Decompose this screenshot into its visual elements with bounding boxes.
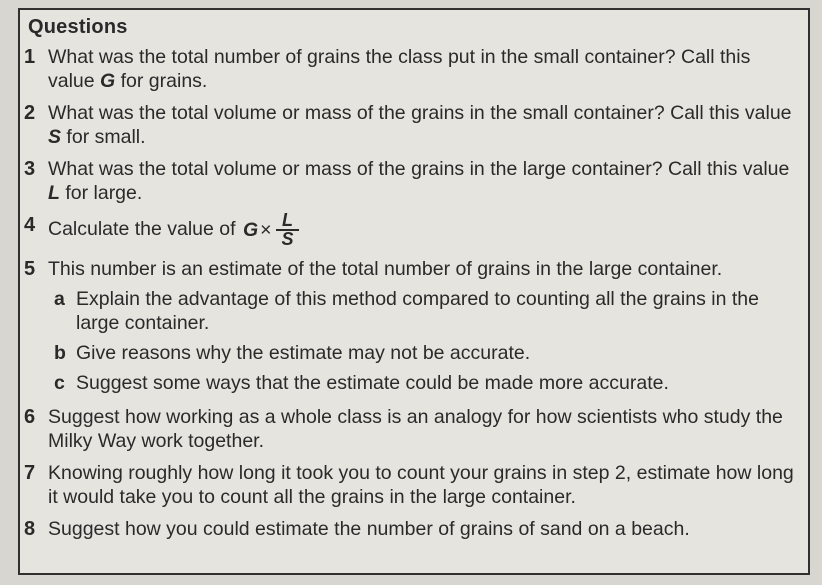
formula-g: G — [243, 218, 258, 242]
fraction-denominator: S — [276, 231, 300, 247]
question-number-1: 1 — [24, 45, 48, 69]
q1-tail: for grains. — [115, 70, 207, 92]
q3-text: What was the total volume or mass of the… — [48, 158, 789, 180]
question-5c: c Suggest some ways that the estimate co… — [48, 371, 794, 395]
question-text-7: Knowing roughly how long it took you to … — [48, 461, 794, 509]
question-8: 8 Suggest how you could estimate the num… — [26, 517, 794, 541]
question-text-1: What was the total number of grains the … — [48, 45, 794, 93]
question-text-4: Calculate the value of G × L S — [48, 213, 794, 247]
question-2: 2 What was the total volume or mass of t… — [26, 101, 794, 149]
fraction-ls: L S — [276, 213, 300, 247]
question-text-3: What was the total volume or mass of the… — [48, 157, 794, 205]
subpart-text-b: Give reasons why the estimate may not be… — [76, 341, 794, 365]
heading-questions: Questions — [28, 16, 794, 39]
subpart-text-a: Explain the advantage of this method com… — [76, 287, 794, 335]
question-4: 4 Calculate the value of G × L S — [26, 213, 794, 247]
question-text-6: Suggest how working as a whole class is … — [48, 405, 794, 453]
question-text-2: What was the total volume or mass of the… — [48, 101, 794, 149]
question-7: 7 Knowing roughly how long it took you t… — [26, 461, 794, 509]
formula-gls: G × L S — [243, 213, 300, 247]
questions-box: Questions 1 What was the total number of… — [18, 8, 810, 575]
subpart-label-b: b — [48, 341, 76, 365]
question-5b: b Give reasons why the estimate may not … — [48, 341, 794, 365]
subpart-label-c: c — [48, 371, 76, 395]
question-5a: a Explain the advantage of this method c… — [48, 287, 794, 335]
var-g: G — [100, 70, 115, 92]
question-number-7: 7 — [24, 461, 48, 485]
q3-tail: for large. — [60, 182, 142, 204]
question-text-8: Suggest how you could estimate the numbe… — [48, 517, 794, 541]
var-l: L — [48, 182, 60, 204]
question-6: 6 Suggest how working as a whole class i… — [26, 405, 794, 453]
formula-times: × — [260, 218, 271, 242]
subpart-text-c: Suggest some ways that the estimate coul… — [76, 371, 794, 395]
question-text-5: This number is an estimate of the total … — [48, 257, 794, 401]
q5-text: This number is an estimate of the total … — [48, 258, 722, 280]
question-number-6: 6 — [24, 405, 48, 429]
q2-tail: for small. — [61, 126, 146, 148]
question-1: 1 What was the total number of grains th… — [26, 45, 794, 93]
question-number-8: 8 — [24, 517, 48, 541]
question-number-4: 4 — [24, 213, 48, 237]
question-number-2: 2 — [24, 101, 48, 125]
question-number-3: 3 — [24, 157, 48, 181]
var-s: S — [48, 126, 61, 148]
q4-text: Calculate the value of — [48, 218, 241, 240]
question-number-5: 5 — [24, 257, 48, 281]
question-5: 5 This number is an estimate of the tota… — [26, 257, 794, 401]
q2-text: What was the total volume or mass of the… — [48, 102, 792, 124]
question-3: 3 What was the total volume or mass of t… — [26, 157, 794, 205]
subpart-label-a: a — [48, 287, 76, 311]
question-5-subparts: a Explain the advantage of this method c… — [48, 287, 794, 395]
